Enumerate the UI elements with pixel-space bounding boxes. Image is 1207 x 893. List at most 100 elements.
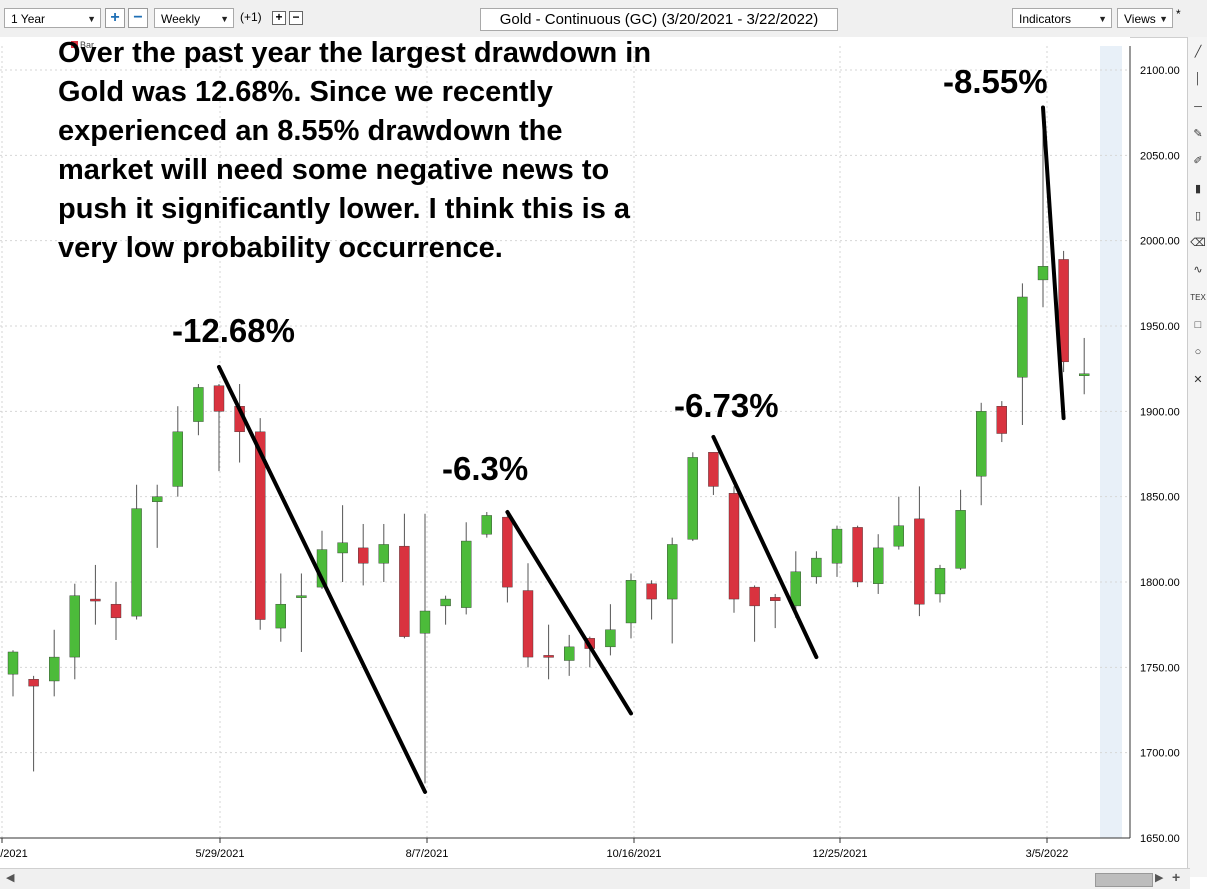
candle xyxy=(873,534,884,594)
horizontal-scrollbar[interactable]: ◀ ▶ + xyxy=(0,868,1190,889)
x-tick-label: 20/2021 xyxy=(0,848,28,860)
chart-area[interactable]: 2100.00 2050.00 2000.00 1950.00 1900.00 1850.… xyxy=(0,37,1180,860)
brush-icon[interactable]: ✐ xyxy=(1193,155,1203,168)
candle xyxy=(1037,107,1049,308)
y-tick-label: 2100.00 xyxy=(1140,65,1180,77)
drawdown-trend-line xyxy=(505,510,633,716)
y-tick-label: 1900.00 xyxy=(1140,406,1180,418)
indicators-label: Indicators xyxy=(1019,12,1072,26)
chevron-down-icon: ▼ xyxy=(1159,14,1168,24)
candle-body-up xyxy=(831,528,843,564)
candle xyxy=(790,551,801,618)
zoom-in-button[interactable]: + xyxy=(105,8,125,28)
candle xyxy=(69,583,81,680)
y-tick-label: 1850.00 xyxy=(1140,492,1180,504)
candle-body-up xyxy=(296,595,307,598)
candle-body-up xyxy=(49,656,60,682)
legend-swatch xyxy=(71,41,78,48)
candle-body-down xyxy=(254,431,266,620)
candle-body-up xyxy=(337,542,348,554)
candle-body-up xyxy=(934,568,946,595)
line-tool-icon[interactable]: ╱ xyxy=(1194,46,1202,58)
candle-body-down xyxy=(749,586,760,607)
drawdown-label-3: -6.73% xyxy=(674,387,779,424)
candle xyxy=(151,484,163,548)
wave-icon[interactable]: ∿ xyxy=(1193,264,1203,277)
candle-body-up xyxy=(440,598,451,607)
candle-body-up xyxy=(955,510,966,569)
candle-body-up xyxy=(976,411,987,477)
candle xyxy=(852,525,863,588)
candle-body-up xyxy=(790,571,801,607)
candle xyxy=(667,537,678,644)
candle xyxy=(749,585,760,642)
horizontal-line-icon[interactable]: ─ xyxy=(1194,100,1202,113)
candle-body-up xyxy=(461,540,472,608)
chevron-down-icon: ▼ xyxy=(220,14,229,24)
candle-body-up xyxy=(667,544,678,600)
x-tick-label: 3/5/2022 xyxy=(1026,848,1069,860)
text-tool-button[interactable]: TEX xyxy=(1190,292,1206,302)
y-tick-label: 1700.00 xyxy=(1140,748,1180,760)
candle xyxy=(893,496,904,550)
scroll-thumb[interactable] xyxy=(1095,873,1153,887)
candle-body-up xyxy=(275,603,286,629)
period-value: 1 Year xyxy=(11,12,46,26)
interval-select[interactable]: Weekly ▼ xyxy=(154,8,234,28)
pencil-icon[interactable]: ✎ xyxy=(1193,127,1203,140)
square-icon[interactable]: □ xyxy=(1194,319,1202,331)
close-icon[interactable]: ✕ xyxy=(1193,373,1203,386)
circle-icon[interactable]: ○ xyxy=(1194,346,1202,359)
candle-body-up xyxy=(151,496,163,502)
y-tick-label: 1750.00 xyxy=(1140,662,1180,674)
candle xyxy=(481,512,492,538)
candle xyxy=(1078,337,1090,395)
x-tick-label: 8/7/2021 xyxy=(406,848,449,860)
offset-plus-button[interactable]: + xyxy=(272,11,286,25)
candle-body-up xyxy=(131,508,142,617)
candle xyxy=(7,650,19,697)
drawdown-trend-line xyxy=(217,364,427,794)
candle xyxy=(625,573,637,639)
eraser-icon[interactable]: ⌫ xyxy=(1190,237,1206,250)
annotation-note: Over the past year the largest drawdown … xyxy=(58,37,652,264)
chart-toolbar: 1 Year ▼ + − Weekly ▼ (+1) + − Gold - Co… xyxy=(0,0,1207,38)
offset-minus-button[interactable]: − xyxy=(289,11,303,25)
candle xyxy=(687,452,698,542)
views-menu[interactable]: Views ▼ xyxy=(1117,8,1173,28)
scroll-left-icon[interactable]: ◀ xyxy=(6,872,15,884)
marker-icon[interactable]: ▯ xyxy=(1194,209,1202,222)
candle xyxy=(976,402,987,506)
candle-body-down xyxy=(852,527,863,583)
candle xyxy=(543,624,554,680)
chevron-down-icon: ▼ xyxy=(87,14,96,24)
candle-icon[interactable]: ▮ xyxy=(1194,182,1202,195)
candle xyxy=(502,513,513,603)
candle-body-down xyxy=(914,518,925,605)
expand-plus-icon[interactable]: + xyxy=(1172,869,1181,885)
candle-body-up xyxy=(7,651,19,675)
chevron-down-icon: ▼ xyxy=(1098,14,1107,24)
candle xyxy=(646,580,657,620)
candle-body-down xyxy=(543,655,554,658)
candle-body-down xyxy=(728,493,740,600)
y-tick-label: 1800.00 xyxy=(1140,577,1180,589)
drawing-toolbar: ╱ │ ─ ✎ ✐ ▮ ▯ ⌫ ∿ TEX □ ○ ✕ xyxy=(1187,37,1207,877)
candle xyxy=(522,563,534,668)
candle-body-up xyxy=(873,547,884,584)
candle xyxy=(605,604,616,656)
candle-body-down xyxy=(522,590,534,658)
y-tick-label: 1950.00 xyxy=(1140,321,1180,333)
vertical-line-icon[interactable]: │ xyxy=(1194,73,1202,86)
candle xyxy=(110,582,122,641)
candle xyxy=(955,489,966,571)
candle-body-up xyxy=(605,629,616,648)
zoom-out-button[interactable]: − xyxy=(128,8,148,28)
candle xyxy=(461,522,472,615)
period-select[interactable]: 1 Year ▼ xyxy=(4,8,101,28)
x-tick-label: 5/29/2021 xyxy=(196,848,245,860)
indicators-menu[interactable]: Indicators ▼ xyxy=(1012,8,1112,28)
candle xyxy=(708,452,719,495)
candle-body-up xyxy=(1037,266,1049,281)
scroll-right-icon[interactable]: ▶ xyxy=(1155,872,1164,884)
